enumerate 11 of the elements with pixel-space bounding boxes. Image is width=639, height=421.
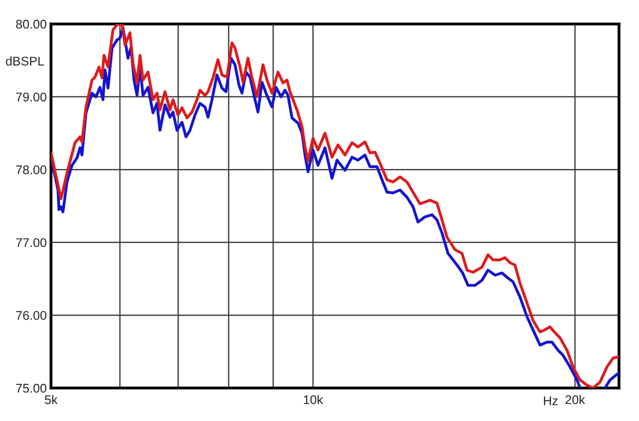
y-tick-label: 77.00	[16, 238, 46, 248]
y-tick-label: 80.00	[16, 20, 46, 29]
x-axis-title: Hz	[544, 396, 558, 406]
x-tick-label: 5k	[44, 394, 58, 404]
y-tick-label: 79.00	[16, 92, 46, 102]
y-tick-label: 78.00	[16, 165, 46, 174]
y-tick-label: 75.00	[16, 384, 46, 393]
y-tick-label: 76.00	[16, 311, 46, 320]
x-tick-label: 10k	[304, 394, 324, 404]
x-tick-label: 20k	[566, 394, 586, 404]
y-axis-title: dBSPL	[6, 56, 44, 66]
